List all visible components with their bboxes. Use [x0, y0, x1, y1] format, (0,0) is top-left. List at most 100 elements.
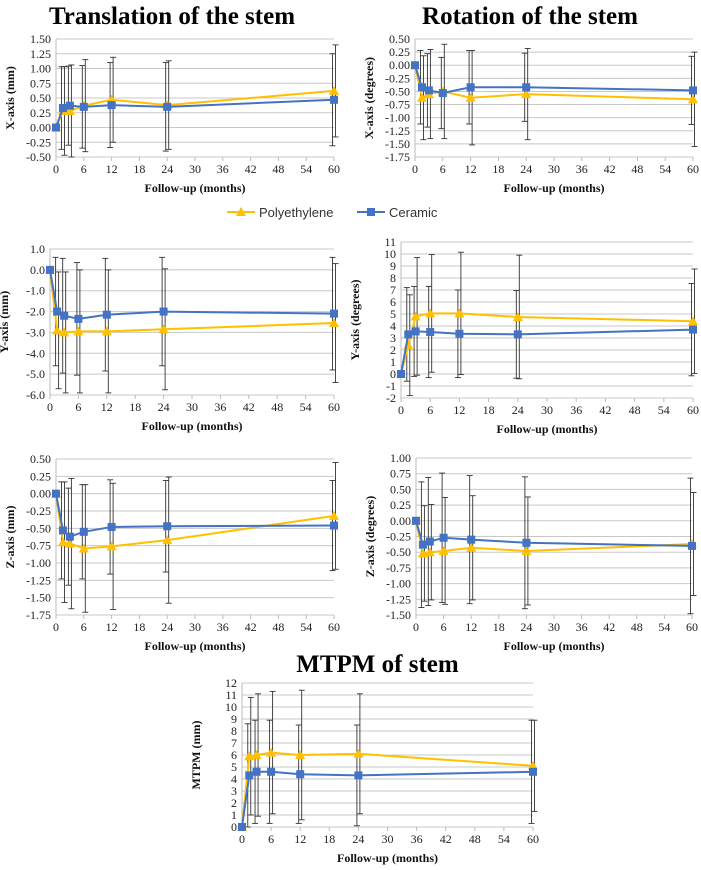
x-tick-label: 6 [75, 400, 81, 414]
data-point-ceramic [52, 489, 60, 498]
x-tick-label: 48 [271, 400, 283, 414]
x-tick-label: 42 [604, 162, 616, 176]
data-point-ceramic [425, 537, 434, 546]
data-point-ceramic [46, 265, 54, 274]
legend-label: Ceramic [389, 205, 438, 220]
data-point-ceramic [252, 767, 261, 776]
y-tick-label: 1.50 [30, 32, 51, 46]
x-tick-label: 0 [47, 400, 53, 414]
data-point-polyethylene [688, 316, 698, 326]
series-line-ceramic [415, 520, 693, 547]
data-point-ceramic [159, 307, 168, 316]
y-tick-label: 7 [390, 283, 396, 297]
chart-z-rotation: -1.50 -1.25-1.00 -0.75 -0.50-0.25 0.00 0.25 0.… [363, 451, 698, 653]
x-tick-label: 6 [440, 162, 446, 176]
x-axis-label: Follow-up (months) [503, 639, 604, 653]
y-tick-label: -0.25 [26, 135, 51, 149]
data-point-ceramic [397, 370, 405, 378]
chart-y-translation: -6.0 -5.0 -4.0 -3.0 -2.0 -1.0 0.0 1.0 0 6 12 18 24 30… [0, 242, 340, 433]
data-point-polyethylene [521, 89, 532, 99]
legend-triangle-marker [236, 207, 246, 216]
y-tick-label: 11 [384, 235, 396, 249]
x-tick-label: 36 [576, 162, 588, 176]
series-line-polyethylene [400, 312, 694, 375]
x-tick-label: 6 [81, 162, 87, 176]
x-tick-label: 0 [53, 620, 59, 634]
x-axis-label: Follow-up (months) [141, 419, 242, 433]
data-point-polyethylene [688, 94, 698, 104]
y-tick-label: 1.00 [30, 62, 51, 76]
y-tick-label: 8 [390, 271, 396, 285]
y-tick-label: 6 [231, 748, 237, 762]
data-point-ceramic [411, 327, 420, 336]
x-tick-label: 18 [133, 162, 145, 176]
legend-label: Polyethylene [259, 205, 333, 220]
y-tick-label: 5 [390, 307, 396, 321]
y-tick-label: 0.75 [390, 467, 411, 481]
x-tick-label: 24 [352, 832, 364, 846]
data-point-ceramic [513, 330, 522, 339]
y-tick-label: -4.0 [26, 346, 45, 360]
y-tick-label: -1.00 [385, 111, 410, 125]
y-axis-label: X-axis (degrees) [362, 57, 376, 139]
x-tick-label: 12 [294, 832, 306, 846]
y-tick-label: 1.0 [30, 242, 45, 256]
data-point-ceramic [689, 325, 697, 334]
data-point-ceramic [529, 767, 537, 776]
y-tick-label: -0.75 [386, 561, 411, 575]
y-tick-label: 9 [231, 712, 237, 726]
y-tick-label: 0.25 [30, 106, 51, 120]
y-tick-label: 0.50 [389, 32, 410, 46]
data-point-polyethylene [162, 535, 173, 545]
x-tick-label: 12 [101, 400, 113, 414]
x-tick-label: 48 [629, 403, 641, 417]
data-point-polyethylene [521, 545, 532, 555]
y-tick-label: -3.0 [26, 325, 45, 339]
series-line-polyethylene [49, 269, 335, 334]
x-tick-label: 60 [328, 620, 340, 634]
data-point-polyethylene [466, 542, 477, 552]
x-axis-label: Follow-up (months) [503, 181, 604, 195]
y-tick-label: -1.0 [26, 284, 45, 298]
y-tick-label: 10 [225, 700, 237, 714]
data-point-polyethylene [101, 326, 112, 336]
data-point-polyethylene [425, 308, 436, 318]
data-point-polyethylene [52, 325, 63, 335]
x-tick-label: 24 [520, 162, 532, 176]
x-tick-label: 60 [328, 162, 340, 176]
legend: Polyethylene Ceramic [227, 205, 438, 220]
x-tick-label: 60 [527, 832, 539, 846]
y-tick-label: 10 [384, 247, 396, 261]
data-point-ceramic [689, 86, 697, 95]
data-point-ceramic [58, 104, 67, 113]
series-line-ceramic [55, 98, 335, 128]
data-point-ceramic [107, 522, 116, 531]
x-tick-label: 42 [243, 400, 255, 414]
data-point-polyethylene [295, 750, 306, 759]
y-tick-label: 4 [390, 319, 396, 333]
x-tick-label: 18 [483, 403, 495, 417]
x-tick-label: 42 [245, 162, 257, 176]
x-tick-label: 54 [658, 403, 670, 417]
y-tick-label: 1 [390, 355, 396, 369]
x-tick-label: 18 [323, 832, 335, 846]
chart-x-rotation: -1.75-1.50-1.25-1.00-0.75-0.50-0.250.000… [362, 32, 699, 195]
data-point-ceramic [60, 311, 69, 320]
x-tick-label: 54 [498, 832, 510, 846]
y-tick-label: -0.50 [26, 521, 51, 535]
data-point-ceramic [65, 101, 74, 110]
x-tick-label: 36 [217, 620, 229, 634]
x-tick-label: 30 [548, 162, 560, 176]
y-tick-label: -0.75 [385, 98, 410, 112]
x-tick-label: 48 [272, 620, 284, 634]
series-line-polyethylene [55, 89, 335, 128]
y-axis-label: MTPM (mm) [189, 721, 203, 790]
data-point-ceramic [330, 521, 338, 530]
x-tick-label: 18 [492, 162, 504, 176]
data-point-ceramic [52, 123, 60, 132]
y-tick-label: 0.50 [30, 452, 51, 466]
title-translation: Translation of the stem [49, 3, 295, 30]
data-point-ceramic [688, 541, 696, 550]
